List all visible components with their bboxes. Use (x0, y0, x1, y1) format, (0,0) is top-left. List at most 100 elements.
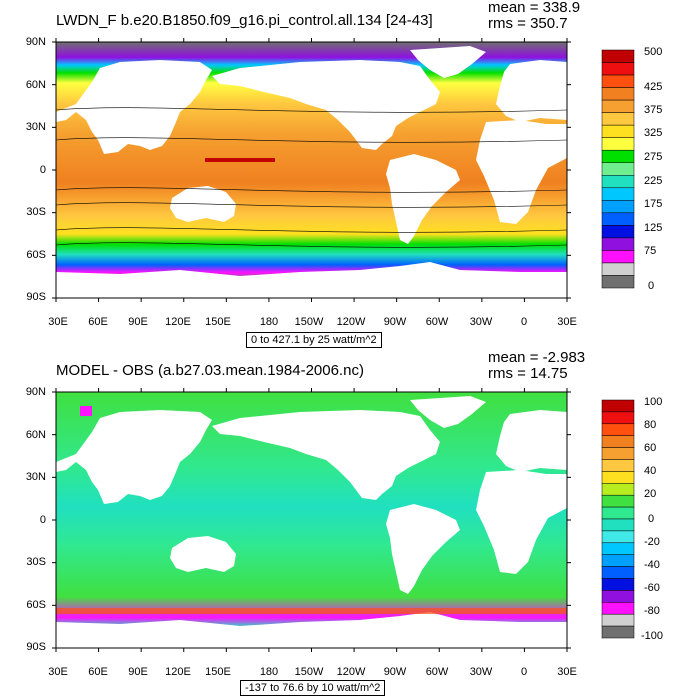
contour-range-label: -137 to 76.6 by 10 watt/m^2 (240, 680, 386, 696)
xtick-label: 180 (259, 316, 279, 328)
colorbar-swatch (601, 262, 635, 276)
colorbar-label: 175 (644, 198, 663, 210)
xtick-label: 60E (88, 316, 108, 328)
xtick-label: 60W (425, 316, 449, 328)
africa-land (476, 120, 567, 224)
xtick-label: 180 (259, 666, 279, 678)
colorbar-swatch (601, 459, 635, 472)
colorbar-label: 20 (644, 488, 657, 500)
ytick-label: 30N (25, 121, 46, 133)
colorbar-swatch (601, 62, 635, 76)
europe-land (496, 410, 567, 472)
xtick-label: 120W (336, 666, 366, 678)
southern-band (56, 608, 567, 614)
ytick-label: 30S (26, 206, 46, 218)
colorbar-swatch (601, 149, 635, 163)
xtick-label: 90E (128, 316, 148, 328)
xtick-label: 0 (520, 666, 528, 678)
colorbar-swatch (601, 237, 635, 251)
xtick-label: 30E (48, 316, 68, 328)
ytick-label: 90N (25, 36, 46, 48)
ytick-label: 30N (25, 471, 46, 483)
south-america-land (386, 154, 460, 244)
xtick-label: 30E (557, 666, 577, 678)
colorbar-swatch (601, 87, 635, 101)
xtick-label: 30W (469, 666, 493, 678)
colorbar-swatch (601, 590, 635, 603)
colorbar-label: 500 (644, 46, 663, 58)
colorbar-swatch (601, 471, 635, 484)
north-america-land (212, 60, 440, 150)
africa-land (476, 470, 567, 574)
colorbar-label: 0 (648, 280, 655, 292)
colorbar-label: 75 (644, 245, 657, 257)
colorbar-label: 375 (644, 104, 663, 116)
colorbar-swatch (601, 112, 635, 126)
colorbar-label: 60 (644, 442, 657, 454)
rms-stat: rms = 14.75 (488, 365, 568, 382)
colorbar-swatch (601, 200, 635, 214)
colorbar-label: -100 (641, 630, 664, 642)
antarctica-land (56, 262, 567, 298)
ytick-label: 90S (26, 641, 46, 653)
mean-stat: mean = -2.983 (488, 349, 586, 366)
colorbar-label: 425 (644, 81, 663, 93)
model-obs-map-svg (52, 388, 635, 652)
colorbar-swatch (601, 275, 635, 289)
contour-line (55, 227, 568, 233)
arctic-anomaly (80, 406, 92, 416)
colorbar-swatch (601, 423, 635, 436)
contour-line (55, 242, 568, 248)
colorbar-label: 80 (644, 419, 657, 431)
colorbar-swatch (601, 137, 635, 151)
ytick-label: 60N (25, 79, 46, 91)
colorbar-swatch (601, 530, 635, 544)
north-america-land (212, 410, 440, 500)
colorbar-swatch (601, 49, 635, 63)
colorbar-swatch (601, 566, 635, 579)
australia-land (170, 536, 236, 572)
colorbar-label: 40 (644, 465, 657, 477)
panel-lwdn: LWDN_F b.e20.B1850.f09_g16.pi_control.al… (25, 0, 663, 348)
rms-stat: rms = 350.7 (488, 15, 568, 32)
chart-title: LWDN_F b.e20.B1850.f09_g16.pi_control.al… (56, 12, 433, 29)
colorbar-label: 100 (644, 396, 663, 408)
colorbar-label: 0 (648, 513, 655, 525)
colorbar-swatch (601, 602, 635, 615)
colorbar-swatch (601, 554, 635, 567)
colorbar-label: 125 (644, 222, 663, 234)
xtick-label: 120E (165, 316, 191, 328)
colorbar-label: 275 (644, 151, 663, 163)
warm-pool-band (205, 158, 275, 162)
colorbar-swatch (601, 518, 635, 532)
ytick-label: 60S (26, 249, 46, 261)
colorbar-swatch (601, 124, 635, 138)
xtick-label: 30E (557, 316, 577, 328)
contour-range-label: 0 to 427.1 by 25 watt/m^2 (246, 332, 382, 348)
colorbar-swatch (601, 162, 635, 176)
ytick-label: 90S (26, 291, 46, 303)
xtick-label: 30E (48, 666, 68, 678)
colorbar-swatch (601, 494, 635, 508)
colorbar-swatch (601, 613, 635, 627)
colorbar-swatch (601, 625, 635, 639)
xtick-label: 90W (383, 666, 407, 678)
colorbar-swatch (601, 399, 635, 413)
colorbar-swatch (601, 212, 635, 226)
ytick-label: 60N (25, 429, 46, 441)
xtick-label: 150W (294, 316, 324, 328)
lwdn-map-svg (52, 38, 635, 302)
ytick-label: 90N (25, 386, 46, 398)
xtick-label: 120W (336, 316, 366, 328)
chart-title: MODEL - OBS (a.b27.03.mean.1984-2006.nc) (56, 362, 364, 379)
colorbar-label: -80 (644, 605, 660, 617)
xtick-label: 60E (88, 666, 108, 678)
xtick-label: 150W (294, 666, 324, 678)
colorbar-label: 225 (644, 175, 663, 187)
ytick-label: 0 (39, 514, 46, 526)
colorbar-swatch (601, 225, 635, 239)
xtick-label: 30W (469, 316, 493, 328)
colorbar-swatch (601, 447, 635, 460)
ytick-label: 60S (26, 599, 46, 611)
europe-land (496, 60, 567, 122)
